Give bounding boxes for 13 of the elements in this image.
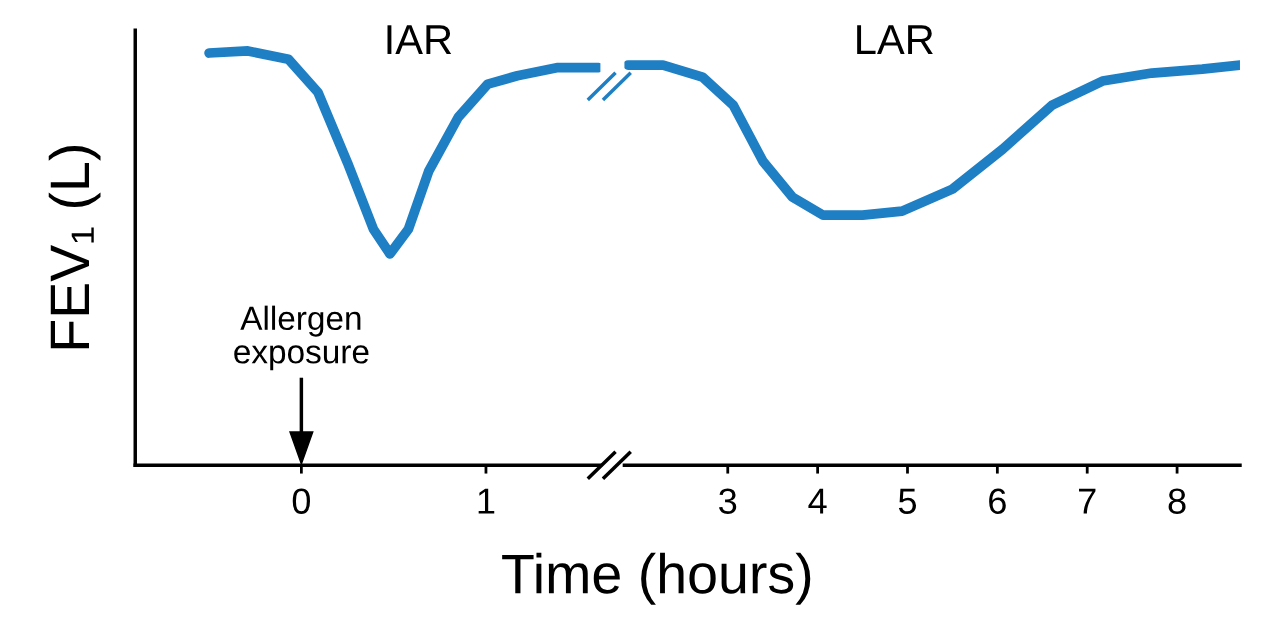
x-tick-label: 8 (1168, 488, 1186, 514)
x-tick-label: 7 (1079, 488, 1096, 514)
x-tick-label: 5 (898, 488, 917, 514)
x-tick-label: 3 (719, 488, 737, 514)
annotation: IAR (387, 25, 452, 54)
y-axis-title: FEV₁ (L) (48, 146, 101, 349)
text: LAR (857, 25, 933, 54)
x-axis-title: Time (hours) (502, 552, 811, 605)
x-tick-label: 6 (989, 488, 1006, 514)
annotation: Allergen exposure (234, 305, 369, 371)
x-tick-label: 0 (292, 488, 310, 514)
x-tick-label: 4 (808, 488, 827, 514)
x-tick-label: 1 (478, 488, 495, 514)
